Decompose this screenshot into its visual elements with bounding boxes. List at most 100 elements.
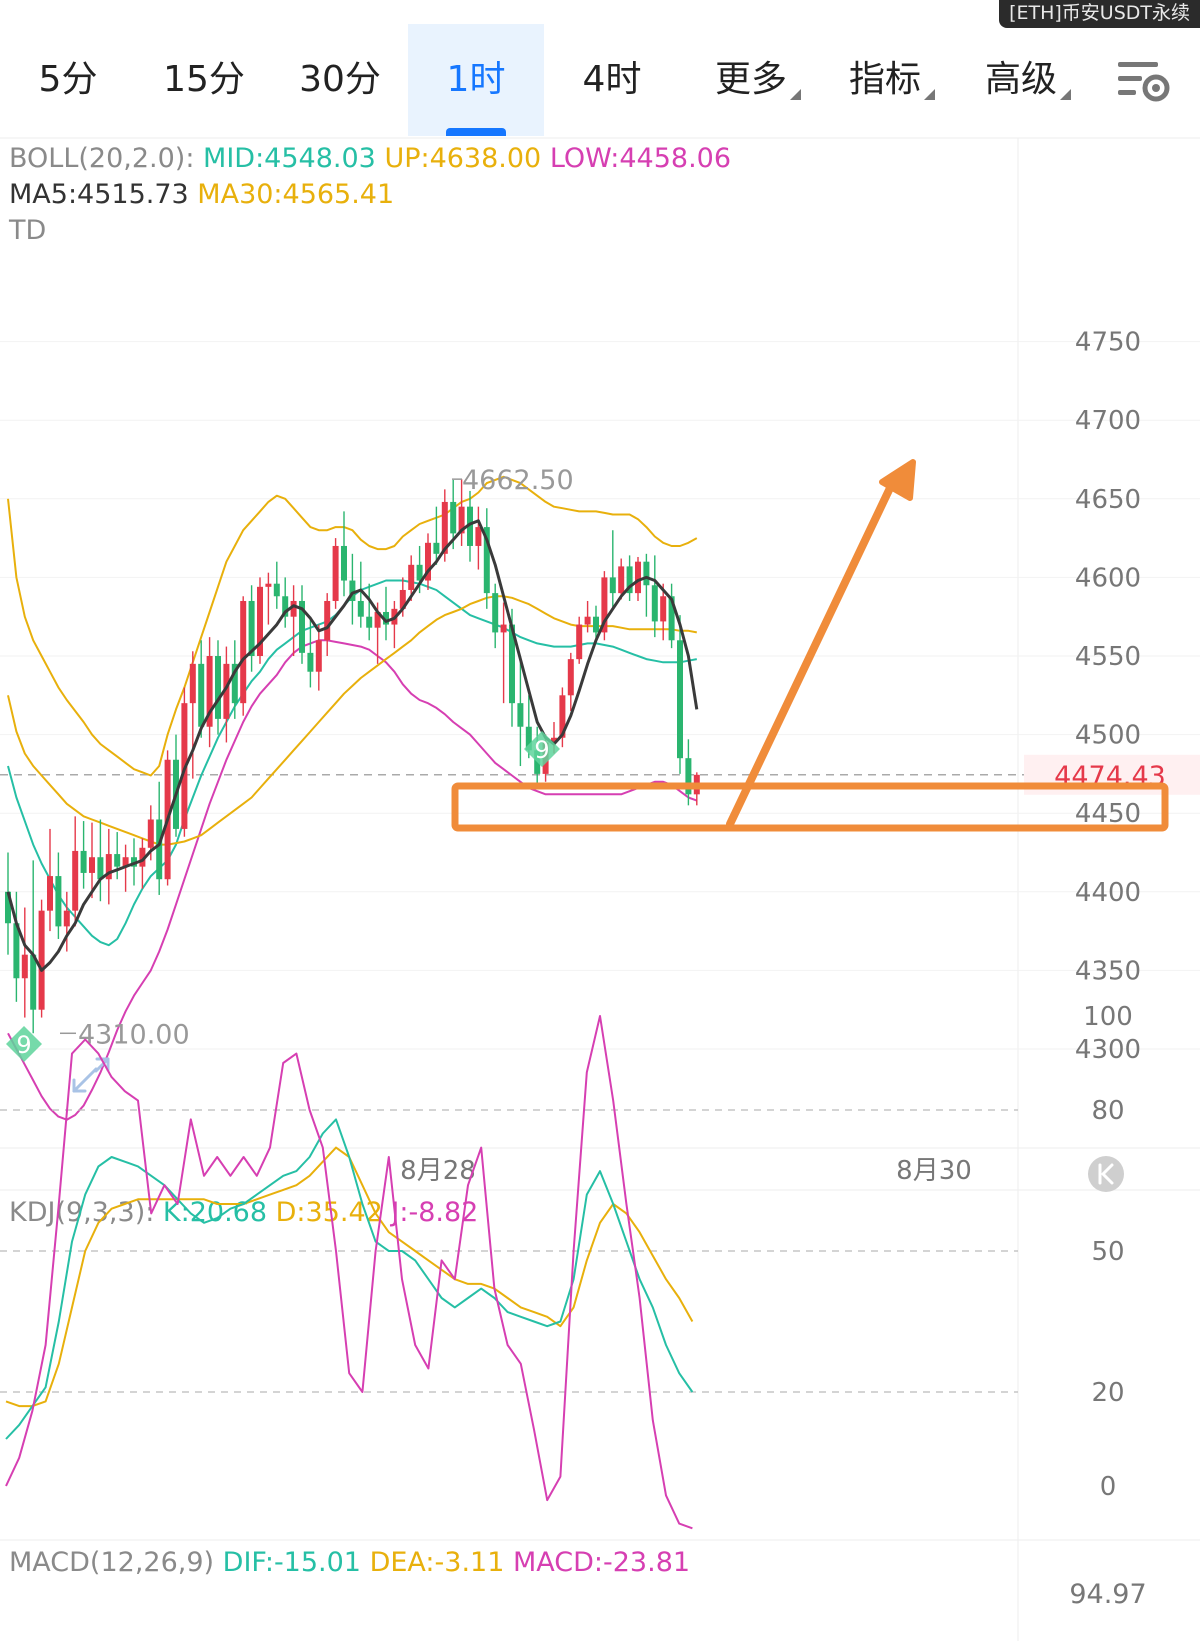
candle-body [643,561,650,586]
low-price-label: 4310.00 [78,1019,190,1050]
candle-body [433,542,440,554]
candle-body [357,600,364,617]
candle-body [307,652,314,672]
candle-body [517,703,524,727]
ma30-line [7,595,697,846]
kdj-tick-label: 80 [1091,1096,1124,1126]
candle-body [282,596,289,617]
tab-15min[interactable]: 15分 [163,59,245,100]
candle-body [593,616,599,633]
candle-body [383,611,389,625]
candle-body [668,596,675,641]
boll-up-value: UP:4638.00 [384,143,542,174]
candle-body [324,600,331,641]
candle-body [139,847,146,867]
candle-body [38,910,45,1010]
price-tick-label: 4350 [1075,956,1141,986]
ma5-value: MA5:4515.73 [9,179,189,210]
macd-tick-label: 94.97 [1069,1579,1146,1610]
candle-body [114,854,121,867]
kdj-j-line [5,1015,693,1530]
tab-advanced[interactable]: 高级 [956,24,1086,136]
tab-more[interactable]: 更多 [686,24,816,136]
boll-legend-name: BOLL(20,2.0): [9,143,195,174]
candle-body [651,585,658,622]
candle-body [332,545,339,601]
candle-body [349,580,356,601]
kdj-tick-label: 50 [1091,1237,1124,1267]
candle-body [341,545,347,581]
candle-body [366,616,373,628]
candle-body [273,583,280,597]
dropdown-corner-icon [1060,89,1071,100]
candle-body [601,577,608,633]
boll-lower-line [7,639,698,1121]
price-tick-label: 4400 [1075,878,1141,908]
candle-body [635,561,641,594]
candle-body [450,501,457,534]
candle-body [13,923,20,979]
candle-body [374,611,381,628]
collapse-left-glyph [1098,1163,1114,1185]
candle-body [626,566,633,594]
collapse-left-icon[interactable] [1088,1156,1124,1192]
candle-body [55,876,62,927]
projection-arrow-head [879,459,916,501]
price-tick-label: 4450 [1075,799,1141,829]
candle-body [30,954,37,1010]
tab-4h[interactable]: 4时 [582,59,642,100]
candle-body [147,819,154,848]
candle-body [525,726,532,751]
td-marker [6,1026,42,1062]
kdj-tick-label: 0 [1100,1472,1117,1502]
boll-low-value: LOW:4458.06 [549,143,732,174]
price-tick-label: 4600 [1075,563,1141,593]
candle-body [425,542,431,581]
kdj-tick-label: 20 [1091,1378,1124,1408]
candle-body [240,600,247,704]
candle-body [576,624,583,660]
tab-5min[interactable]: 5分 [38,59,98,100]
candle-body [105,854,112,880]
dropdown-corner-icon [924,89,935,100]
candle-body [189,663,196,704]
candle-body [584,616,591,625]
tab-1h[interactable]: 1时 [408,24,544,136]
candle-body [660,596,667,622]
candle-body [5,891,11,924]
candle-body [257,586,263,656]
candle-body [500,624,507,633]
candle-body [475,527,482,546]
price-tick-label: 4300 [1075,1035,1141,1065]
candle-body [47,876,53,911]
expand-arrows-icon[interactable] [72,1057,110,1093]
kdj-tick-label: 100 [1083,1002,1133,1032]
candle-body [315,640,322,672]
settings-sliders-icon[interactable] [1112,56,1172,110]
candle-body [248,600,255,656]
tab-indicators[interactable]: 指标 [820,24,950,136]
candle-body [416,564,423,581]
candle-body [21,954,28,979]
candle-body [509,624,515,704]
kdj-k-line [5,1118,694,1440]
date-tick-label: 8月30 [896,1156,972,1186]
ma5-line [6,519,699,972]
boll-mid-value: MID:4548.03 [203,143,376,174]
tab-30min[interactable]: 30分 [299,59,381,100]
candle-body [72,850,79,911]
td-legend: TD [9,215,47,246]
high-price-label: 4662.50 [462,465,574,496]
active-tab-indicator [446,128,506,136]
candle-body [89,857,95,873]
td-marker-label: 9 [534,736,549,764]
boll-upper-line [7,475,698,777]
candle-body [97,857,104,880]
boll-mid-line [7,579,697,947]
candle-body [609,577,616,594]
expand-arrow-stroke [72,1067,98,1093]
candle-body [677,640,683,759]
candle-body [265,583,272,587]
candle-body [492,593,499,633]
